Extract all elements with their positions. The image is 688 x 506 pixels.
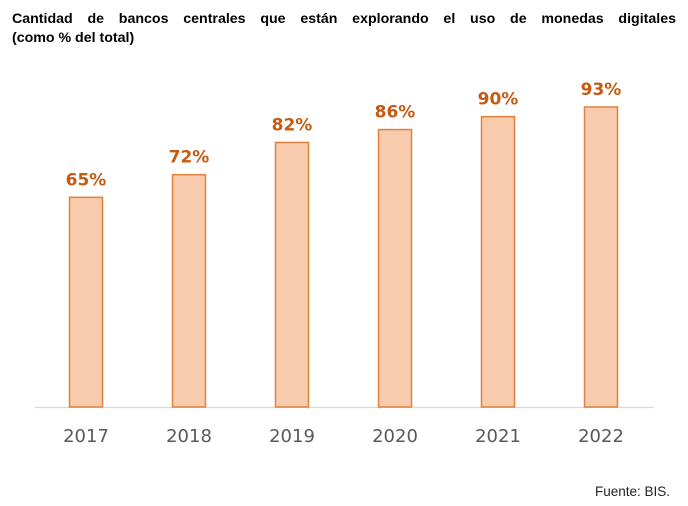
x-tick-label-2020: 2020: [372, 426, 418, 447]
x-tick-label-2017: 2017: [63, 426, 109, 447]
data-label-2018: 72%: [169, 148, 210, 168]
bars-group: 65% 2017 72% 2018 82% 2019 86% 2020 90% 2021 93% 20…: [63, 80, 624, 447]
bar-2017: [68, 196, 104, 408]
chart-title: Cantidad de bancos centrales que están e…: [12, 10, 676, 48]
bar-2018: [171, 173, 207, 408]
x-tick-label-2018: 2018: [166, 426, 212, 447]
bar-2019: [274, 141, 310, 408]
data-label-2020: 86%: [375, 103, 416, 123]
source-note: Fuente: BIS.: [594, 484, 670, 499]
x-tick-label-2022: 2022: [578, 426, 624, 447]
x-tick-label-2021: 2021: [475, 426, 521, 447]
chart-title-line-2: (como % del total): [12, 30, 135, 46]
data-label-2022: 93%: [581, 80, 622, 100]
bar-2021: [480, 115, 516, 408]
x-tick-label-2019: 2019: [269, 426, 315, 447]
chart-title-line-1: Cantidad de bancos centrales que están e…: [12, 11, 676, 27]
bar-2020: [377, 128, 413, 408]
data-label-2021: 90%: [478, 90, 519, 110]
bar-2022: [583, 106, 619, 408]
data-label-2019: 82%: [272, 115, 313, 135]
data-label-2017: 65%: [66, 170, 107, 190]
